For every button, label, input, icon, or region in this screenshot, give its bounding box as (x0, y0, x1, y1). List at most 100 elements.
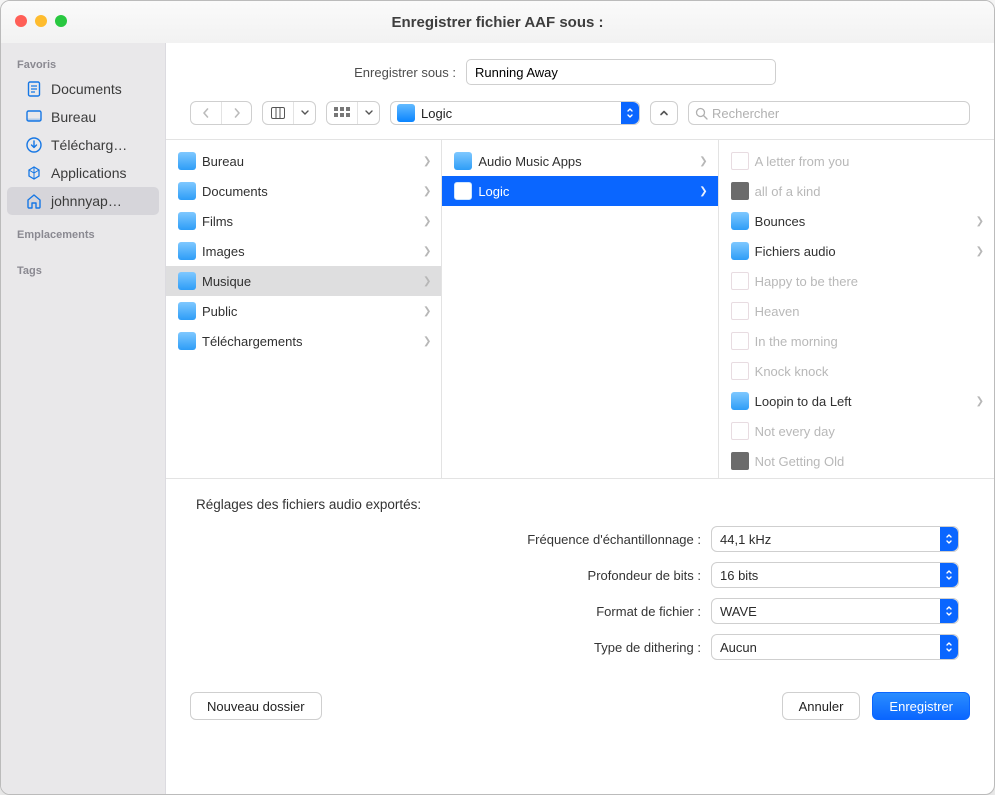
browser-row[interactable]: Bureau❯ (166, 146, 441, 176)
folder-icon (178, 242, 196, 260)
row-label: In the morning (755, 334, 838, 349)
settings-label: Profondeur de bits : (196, 568, 701, 583)
settings-label: Fréquence d'échantillonnage : (196, 532, 701, 547)
sidebar-item-applications[interactable]: Applications (7, 159, 159, 187)
folder-icon (178, 212, 196, 230)
group-menu[interactable] (357, 102, 379, 124)
group-mode (326, 101, 380, 125)
row-label: Bounces (755, 214, 806, 229)
nav-forward-button[interactable] (221, 102, 251, 124)
applications-icon (25, 164, 43, 182)
browser-row[interactable]: Knock knock (719, 356, 994, 386)
row-label: Films (202, 214, 233, 229)
sidebar-item-documents[interactable]: Documents (7, 75, 159, 103)
settings-popup-1[interactable]: 16 bits (711, 562, 959, 588)
chevron-right-icon: ❯ (423, 216, 431, 227)
sidebar-section-favoris: Favoris (1, 53, 165, 75)
browser-row[interactable]: Heaven (719, 296, 994, 326)
browser-row[interactable]: Fichiers audio❯ (719, 236, 994, 266)
search-field[interactable]: Rechercher (688, 101, 970, 125)
cancel-button[interactable]: Annuler (782, 692, 861, 720)
browser-row[interactable]: Happy to be there (719, 266, 994, 296)
browser-row[interactable]: Musique❯ (166, 266, 441, 296)
settings-popup-0[interactable]: 44,1 kHz (711, 526, 959, 552)
sidebar-section-tags: Tags (1, 259, 165, 281)
desktop-icon (25, 108, 43, 126)
browser-row[interactable]: Not every day (719, 416, 994, 446)
folder-icon (397, 104, 415, 122)
save-as-input[interactable] (466, 59, 776, 85)
view-mode-menu[interactable] (293, 102, 315, 124)
row-label: Téléchargements (202, 334, 302, 349)
settings-row: Profondeur de bits : 16 bits (196, 562, 964, 588)
settings-row: Type de dithering : Aucun (196, 634, 964, 660)
settings-popup-3[interactable]: Aucun (711, 634, 959, 660)
sidebar-item-label: Applications (51, 165, 127, 181)
popup-arrows-icon (940, 635, 958, 659)
chevron-right-icon: ❯ (699, 186, 707, 197)
sidebar-item-johnnyap[interactable]: johnnyap… (7, 187, 159, 215)
settings-popup-2[interactable]: WAVE (711, 598, 959, 624)
browser-row[interactable]: Téléchargements ❯ (166, 326, 441, 356)
sidebar-item-label: johnnyap… (51, 193, 122, 209)
path-label: Logic (421, 106, 452, 121)
collapse-button[interactable] (650, 101, 678, 125)
popup-value: WAVE (720, 604, 757, 619)
browser-row[interactable]: Public ❯ (166, 296, 441, 326)
browser-row[interactable]: Audio Music Apps❯ (442, 146, 717, 176)
row-label: Heaven (755, 304, 800, 319)
row-label: Public (202, 304, 237, 319)
row-label: Not Getting Old (755, 454, 845, 469)
search-placeholder: Rechercher (712, 106, 779, 121)
export-settings: Réglages des fichiers audio exportés: Fr… (166, 479, 994, 680)
view-columns-button[interactable] (263, 102, 293, 124)
browser-row[interactable]: Bounces❯ (719, 206, 994, 236)
browser-row[interactable]: Documents❯ (166, 176, 441, 206)
folder-icon (731, 212, 749, 230)
row-label: Audio Music Apps (478, 154, 581, 169)
browser-row[interactable]: Films ❯ (166, 206, 441, 236)
save-as-row: Enregistrer sous : (166, 43, 994, 95)
zoom-window-button[interactable] (55, 15, 67, 27)
browser-row[interactable]: In the morning (719, 326, 994, 356)
sidebar-item-tlcharg[interactable]: Télécharg… (7, 131, 159, 159)
browser-row[interactable]: Images❯ (166, 236, 441, 266)
chevron-right-icon: ❯ (976, 396, 984, 407)
new-folder-button[interactable]: Nouveau dossier (190, 692, 322, 720)
settings-title: Réglages des fichiers audio exportés: (196, 497, 964, 512)
group-button[interactable] (327, 102, 357, 124)
sidebar-item-bureau[interactable]: Bureau (7, 103, 159, 131)
nav-back-button[interactable] (191, 102, 221, 124)
sidebar-item-label: Documents (51, 81, 122, 97)
file-icon (731, 422, 749, 440)
path-popup[interactable]: Logic (390, 101, 640, 125)
settings-label: Type de dithering : (196, 640, 701, 655)
view-mode (262, 101, 316, 125)
folder-icon (178, 332, 196, 350)
folder-icon (178, 302, 196, 320)
column-browser: Bureau❯Documents❯Films❯Images❯Musique❯Pu… (166, 139, 994, 479)
sidebar: Favoris Documents Bureau Télécharg… Applica… (1, 43, 166, 794)
browser-row[interactable]: all of a kind (719, 176, 994, 206)
browser-row[interactable]: Logic❯ (442, 176, 717, 206)
row-label: Bureau (202, 154, 244, 169)
close-window-button[interactable] (15, 15, 27, 27)
browser-row[interactable]: Loopin to da Left❯ (719, 386, 994, 416)
popup-value: 16 bits (720, 568, 758, 583)
browser-column-2: A letter from youall of a kindBounces❯Fi… (719, 140, 994, 478)
search-icon (695, 107, 708, 120)
settings-row: Fréquence d'échantillonnage : 44,1 kHz (196, 526, 964, 552)
titlebar: Enregistrer fichier AAF sous : (1, 1, 994, 43)
row-label: Happy to be there (755, 274, 858, 289)
row-label: Documents (202, 184, 268, 199)
browser-row[interactable]: A letter from you (719, 146, 994, 176)
file-icon (731, 452, 749, 470)
chevron-right-icon: ❯ (423, 336, 431, 347)
save-as-label: Enregistrer sous : (206, 65, 456, 80)
browser-column-1: Audio Music Apps❯Logic❯ (442, 140, 718, 478)
browser-row[interactable]: Not Getting Old (719, 446, 994, 476)
chevron-right-icon: ❯ (423, 306, 431, 317)
minimize-window-button[interactable] (35, 15, 47, 27)
sidebar-item-label: Télécharg… (51, 137, 127, 153)
save-button[interactable]: Enregistrer (872, 692, 970, 720)
